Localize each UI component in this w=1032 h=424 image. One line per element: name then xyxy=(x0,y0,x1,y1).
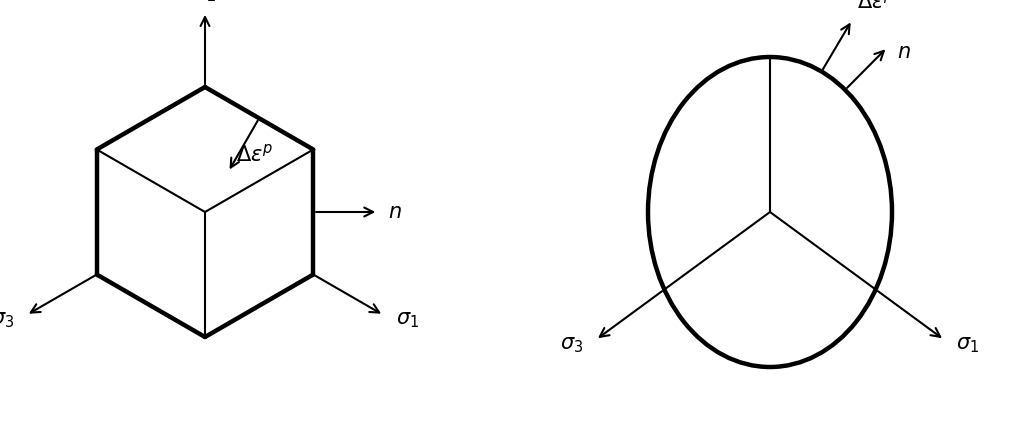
Text: $\sigma_2$: $\sigma_2$ xyxy=(193,0,217,4)
Text: $\sigma_3$: $\sigma_3$ xyxy=(0,310,14,330)
Text: $\Delta\varepsilon^p$: $\Delta\varepsilon^p$ xyxy=(858,0,895,12)
Text: $n$: $n$ xyxy=(898,42,911,62)
Text: $n$: $n$ xyxy=(388,202,402,222)
Text: $\Delta\varepsilon^p$: $\Delta\varepsilon^p$ xyxy=(236,143,273,165)
Text: $\sigma_1$: $\sigma_1$ xyxy=(395,310,419,330)
Text: $\sigma_1$: $\sigma_1$ xyxy=(957,335,979,355)
Text: $\sigma_3$: $\sigma_3$ xyxy=(560,335,584,355)
